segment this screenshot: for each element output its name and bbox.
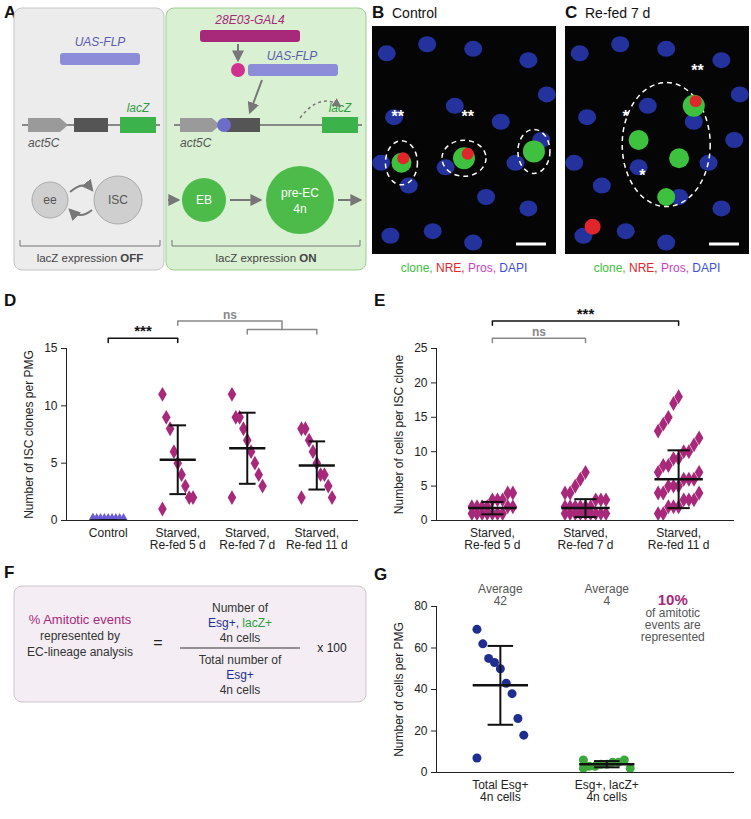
svg-text:pre-EC: pre-EC [281,186,319,200]
svg-text:4n cells: 4n cells [220,631,261,645]
svg-text:5: 5 [51,456,58,470]
svg-text:E: E [374,291,385,310]
svg-text:B: B [372,3,384,22]
svg-text:**: ** [461,108,474,125]
svg-text:***: *** [134,322,152,339]
svg-text:Esg+, lacZ+: Esg+, lacZ+ [208,616,272,630]
svg-text:Re-fed 7 d: Re-fed 7 d [585,5,650,21]
svg-text:ns: ns [223,308,237,322]
svg-text:10: 10 [414,445,428,459]
svg-text:G: G [374,565,387,584]
svg-text:represented by: represented by [40,629,120,643]
svg-text:Number of ISC clones per PMG: Number of ISC clones per PMG [22,350,36,519]
svg-text:EC-lineage analysis: EC-lineage analysis [27,645,133,659]
svg-text:lacZ expression ON: lacZ expression ON [216,252,317,264]
svg-text:lacZ: lacZ [329,101,352,115]
svg-text:*: * [623,108,630,125]
svg-text:clone, NRE, Pros, DAPI: clone, NRE, Pros, DAPI [401,261,528,275]
svg-text:20: 20 [414,376,428,390]
svg-text:lacZ: lacZ [127,101,150,115]
svg-text:UAS-FLP: UAS-FLP [267,49,318,63]
svg-text:Number of cells per PMG: Number of cells per PMG [392,622,406,757]
svg-text:5: 5 [421,479,428,493]
svg-text:15: 15 [44,341,58,355]
svg-text:0: 0 [51,513,58,527]
svg-text:10%: 10% [658,591,688,608]
svg-text:Average4: Average4 [585,582,630,608]
svg-text:0: 0 [421,765,428,779]
svg-text:Starved,Re-fed 7 d: Starved,Re-fed 7 d [219,526,275,552]
svg-text:60: 60 [414,641,428,655]
svg-text:**: ** [392,108,405,125]
svg-text:Starved,Re-fed 5 d: Starved,Re-fed 5 d [464,526,520,552]
svg-text:Number of: Number of [212,601,269,615]
svg-text:Total Esg+4n cells: Total Esg+4n cells [472,778,528,804]
svg-text:20: 20 [414,724,428,738]
svg-text:Number of cells per ISC clone: Number of cells per ISC clone [392,354,406,514]
svg-text:UAS-FLP: UAS-FLP [75,35,126,49]
svg-text:4n cells: 4n cells [220,683,261,697]
svg-text:**: ** [691,62,704,79]
svg-text:Starved,Re-fed 7 d: Starved,Re-fed 7 d [557,526,613,552]
svg-text:ISC: ISC [108,193,128,207]
svg-text:Control: Control [89,526,128,540]
svg-text:0: 0 [421,513,428,527]
svg-text:Average42: Average42 [478,582,523,608]
svg-text:25: 25 [414,341,428,355]
svg-text:15: 15 [414,410,428,424]
svg-text:Control: Control [392,5,437,21]
svg-text:C: C [565,3,577,22]
svg-text:% Amitotic events: % Amitotic events [29,612,132,627]
svg-text:lacZ expression OFF: lacZ expression OFF [37,252,144,264]
svg-text:28E03-GAL4: 28E03-GAL4 [214,13,285,27]
svg-text:F: F [4,563,14,582]
svg-text:ee: ee [43,193,57,207]
svg-text:4n: 4n [293,202,306,216]
svg-text:D: D [4,291,16,310]
svg-text:80: 80 [414,599,428,613]
svg-text:10: 10 [44,399,58,413]
svg-text:clone, NRE, Pros, DAPI: clone, NRE, Pros, DAPI [594,261,721,275]
svg-text:EB: EB [196,193,212,207]
svg-text:act5C: act5C [28,136,60,150]
svg-text:of amitoticevents arerepresent: of amitoticevents arerepresented [641,606,705,644]
svg-text:***: *** [577,305,595,322]
svg-text:ns: ns [532,325,546,339]
svg-text:Esg+: Esg+ [226,668,254,682]
svg-text:act5C: act5C [180,136,212,150]
svg-text:40: 40 [414,682,428,696]
svg-text:x 100: x 100 [317,641,347,655]
svg-text:=: = [153,634,162,651]
svg-text:*: * [639,167,646,184]
svg-text:Esg+, lacZ+4n cells: Esg+, lacZ+4n cells [575,778,639,804]
svg-text:Total number of: Total number of [199,653,282,667]
svg-text:Starved,Re-fed 11 d: Starved,Re-fed 11 d [286,526,348,552]
svg-text:A: A [4,3,17,22]
svg-text:Starved,Re-fed 5 d: Starved,Re-fed 5 d [150,526,206,552]
svg-text:Starved,Re-fed 11 d: Starved,Re-fed 11 d [648,526,710,552]
